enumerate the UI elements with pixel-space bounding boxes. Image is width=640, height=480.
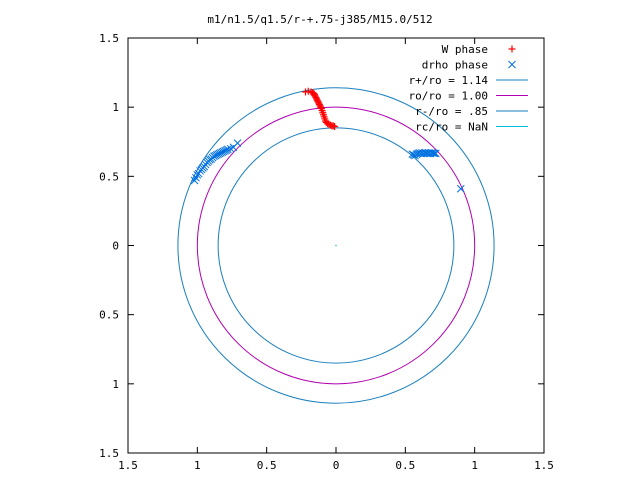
chart-title: m1/n1.5/q1.5/r-+.75-j385/M15.0/512 — [207, 13, 432, 26]
x-tick-label: 1.5 — [534, 459, 554, 472]
x-tick-label: 0 — [333, 459, 340, 472]
legend-label: r+/ro = 1.14 — [409, 74, 489, 87]
y-tick-label: 1.5 — [99, 32, 119, 45]
y-tick-label: 0.5 — [99, 170, 119, 183]
drho-phase-point — [431, 149, 440, 158]
w-phase-point — [331, 123, 339, 131]
legend-label: ro/ro = 1.00 — [409, 90, 488, 103]
drho-phase-point — [233, 139, 242, 147]
legend-label: W phase — [442, 43, 488, 56]
x-tick-label: 0.5 — [395, 459, 415, 472]
circle-curve — [196, 106, 476, 385]
legend-marker — [508, 45, 516, 53]
drho-phase-point — [430, 149, 439, 158]
w-phase-point — [329, 122, 337, 130]
circle-curves — [177, 87, 495, 404]
drho-phase-point — [456, 184, 465, 193]
legend-label: rc/ro = NaN — [415, 121, 488, 134]
legend-marker — [508, 60, 516, 69]
y-tick-label: 1 — [112, 378, 119, 391]
x-tick-label: 1 — [194, 459, 201, 472]
y-tick-label: 1 — [112, 101, 119, 114]
drho-phase-point — [223, 145, 232, 154]
y-tick-label: 1.5 — [99, 447, 119, 460]
x-tick-label: 1.5 — [118, 459, 138, 472]
circle-curve — [217, 127, 455, 364]
w-phase-point — [317, 103, 325, 111]
y-tick-label: 0 — [112, 240, 119, 253]
y-tick-label: 0.5 — [99, 309, 119, 322]
origin-point — [335, 244, 337, 247]
legend-label: drho phase — [422, 59, 488, 72]
legend: W phase drho phase r+/ro = 1.14 ro/ro = 1.0… — [409, 43, 528, 134]
circle-curve — [177, 87, 495, 404]
x-tick-label: 1 — [471, 459, 478, 472]
axis-ticks: 1.5 1 0.5 0 0.5 1 1.51.510.500.511.5 — [99, 32, 554, 472]
drho-phase-point — [429, 149, 437, 157]
data-points — [190, 87, 465, 193]
legend-label: r-/ro = .85 — [415, 105, 488, 118]
x-tick-label: 0.5 — [257, 459, 277, 472]
